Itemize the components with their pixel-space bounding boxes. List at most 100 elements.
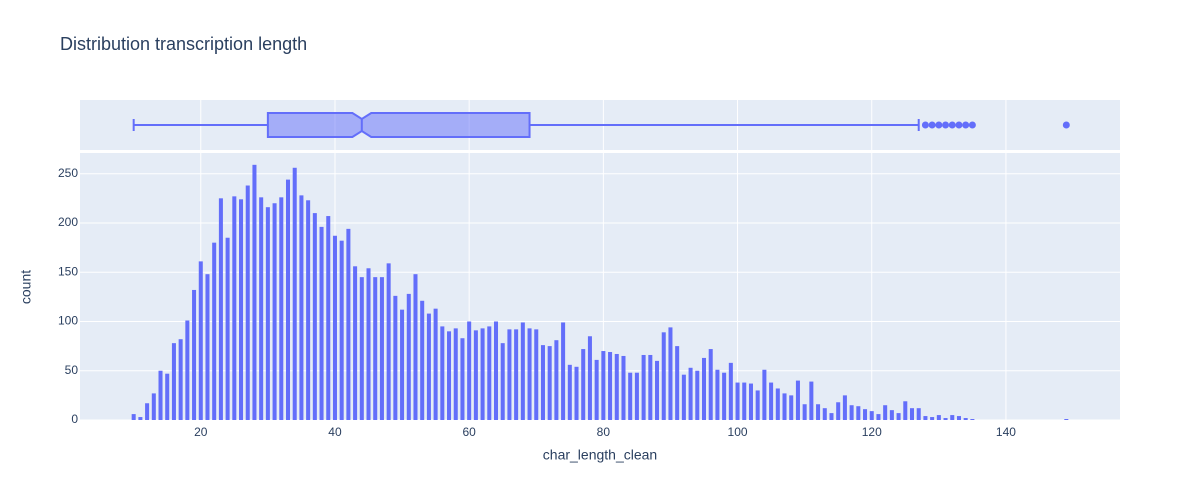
bar bbox=[836, 402, 841, 420]
bar bbox=[601, 351, 606, 420]
bar bbox=[708, 349, 713, 420]
bar bbox=[608, 352, 613, 420]
bar bbox=[534, 329, 539, 420]
bar bbox=[426, 313, 431, 420]
bar bbox=[366, 268, 371, 420]
bar bbox=[769, 382, 774, 420]
bar bbox=[614, 353, 619, 420]
bar bbox=[232, 196, 237, 420]
bar bbox=[406, 293, 411, 420]
bar bbox=[755, 390, 760, 420]
bar bbox=[661, 332, 666, 420]
bar bbox=[782, 393, 787, 420]
bar bbox=[956, 416, 961, 420]
bar bbox=[561, 322, 566, 420]
bar bbox=[809, 381, 814, 420]
bar bbox=[641, 354, 646, 420]
bar bbox=[493, 321, 499, 420]
bar bbox=[849, 405, 854, 420]
bar bbox=[581, 349, 586, 420]
bar bbox=[178, 339, 183, 420]
bar bbox=[353, 266, 358, 420]
bar bbox=[400, 309, 405, 420]
bar bbox=[332, 235, 337, 420]
bar bbox=[594, 359, 599, 420]
bar bbox=[326, 216, 331, 420]
x-axis-label: char_length_clean bbox=[543, 447, 657, 463]
outlier bbox=[928, 121, 936, 129]
bar bbox=[789, 395, 794, 420]
bar bbox=[822, 408, 827, 420]
x-tick-label: 60 bbox=[462, 425, 476, 439]
bar bbox=[876, 414, 881, 420]
outlier bbox=[1062, 121, 1070, 129]
bar bbox=[675, 346, 680, 420]
bar bbox=[306, 200, 311, 420]
box bbox=[266, 112, 531, 138]
bar bbox=[527, 328, 532, 420]
outlier bbox=[948, 121, 956, 129]
bar bbox=[165, 373, 170, 420]
bar bbox=[715, 369, 720, 420]
bar bbox=[923, 416, 928, 420]
bar bbox=[259, 197, 264, 420]
bar bbox=[205, 274, 210, 420]
bar bbox=[185, 320, 190, 420]
bar bbox=[151, 393, 156, 420]
bar bbox=[648, 354, 653, 420]
outlier bbox=[962, 121, 970, 129]
bar bbox=[883, 405, 888, 420]
bar bbox=[547, 346, 552, 420]
y-tick-label: 150 bbox=[58, 264, 78, 278]
bar bbox=[802, 404, 807, 420]
bar bbox=[198, 261, 203, 420]
bar bbox=[218, 198, 223, 420]
bar bbox=[460, 338, 465, 420]
outlier bbox=[955, 121, 963, 129]
bar bbox=[748, 383, 753, 420]
y-tick-label: 100 bbox=[58, 314, 78, 328]
bar bbox=[930, 417, 935, 420]
bar bbox=[386, 263, 391, 420]
bar bbox=[433, 308, 438, 420]
bar bbox=[950, 415, 955, 420]
bar bbox=[681, 374, 686, 420]
bar bbox=[312, 213, 317, 420]
bar bbox=[816, 404, 821, 420]
y-tick-label: 50 bbox=[65, 363, 79, 377]
bar bbox=[359, 277, 364, 420]
bar bbox=[574, 366, 579, 420]
bar bbox=[500, 343, 505, 420]
x-tick-label: 20 bbox=[194, 425, 208, 439]
bar bbox=[138, 417, 143, 420]
outlier bbox=[921, 121, 929, 129]
bar bbox=[447, 331, 452, 420]
bar bbox=[742, 382, 747, 420]
bar bbox=[520, 322, 525, 420]
bar bbox=[587, 336, 592, 420]
bar bbox=[487, 326, 492, 420]
bar bbox=[252, 164, 257, 420]
bar bbox=[863, 409, 868, 420]
bar bbox=[695, 370, 700, 420]
bar bbox=[379, 277, 384, 420]
bar bbox=[1064, 419, 1069, 420]
bar bbox=[634, 372, 639, 420]
bar bbox=[145, 403, 150, 420]
bar bbox=[440, 326, 445, 420]
bar bbox=[299, 195, 304, 420]
bar bbox=[339, 240, 344, 420]
y-tick-label: 250 bbox=[58, 166, 78, 180]
bar bbox=[131, 414, 136, 420]
bar bbox=[171, 343, 176, 420]
x-tick-label: 120 bbox=[862, 425, 882, 439]
x-tick-label: 80 bbox=[597, 425, 611, 439]
outlier bbox=[942, 121, 950, 129]
bar bbox=[272, 203, 277, 420]
bar bbox=[453, 328, 458, 420]
bar bbox=[775, 388, 780, 420]
bar bbox=[735, 382, 740, 420]
bar bbox=[916, 408, 921, 420]
bar bbox=[909, 408, 915, 420]
